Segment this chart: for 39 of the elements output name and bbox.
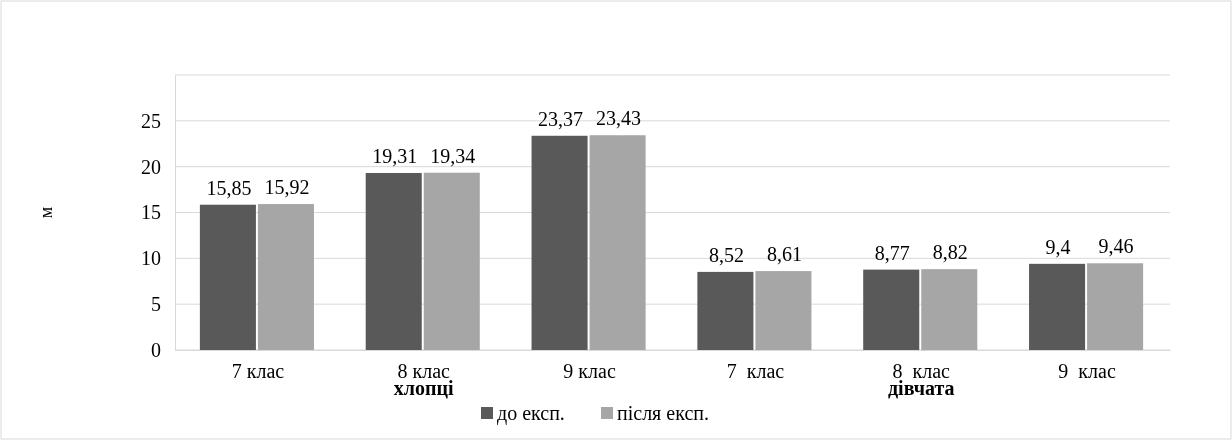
x-tick-label: 9 клас (1058, 360, 1116, 383)
data-label: 19,31 (372, 144, 418, 167)
data-label: 9,4 (1045, 235, 1071, 258)
bar (1087, 263, 1144, 350)
y-tick-label: 0 (151, 338, 161, 361)
x-tick-label: 7 клас (726, 360, 785, 383)
text: хлопці (393, 377, 455, 399)
bar (697, 271, 754, 350)
bar (863, 269, 920, 350)
bar (199, 204, 256, 350)
x-tick-label: 7 клас (231, 360, 285, 383)
legend-label: після експ. (617, 402, 709, 424)
data-label: 19,34 (430, 144, 476, 167)
data-label: 8,77 (874, 241, 910, 264)
bar (921, 269, 978, 350)
bar (365, 172, 422, 350)
y-tick-label: 20 (141, 155, 161, 178)
y-tick-label: 25 (141, 109, 161, 132)
y-tick-label: 5 (151, 293, 161, 316)
data-label: 23,37 (538, 107, 584, 130)
legend-label: до експ. (497, 402, 565, 425)
bar (531, 135, 588, 350)
bar (423, 172, 480, 350)
bar (1029, 263, 1086, 350)
bar (755, 271, 812, 350)
x-tick-label: 9 клас (563, 360, 616, 383)
data-label: 8,82 (932, 241, 968, 264)
y-axis-title: м (36, 206, 56, 219)
bar (257, 204, 314, 350)
data-label: 15,85 (206, 176, 252, 199)
y-tick-label: 10 (141, 247, 161, 270)
data-label: 8,61 (766, 243, 802, 266)
y-tick-label: 15 (141, 201, 161, 224)
text: дівчата (887, 377, 955, 399)
data-label: 15,92 (264, 176, 310, 199)
bar (589, 135, 646, 350)
data-label: 9,46 (1098, 235, 1134, 258)
data-label: 8,52 (708, 243, 744, 266)
data-label: 23,43 (596, 107, 642, 130)
